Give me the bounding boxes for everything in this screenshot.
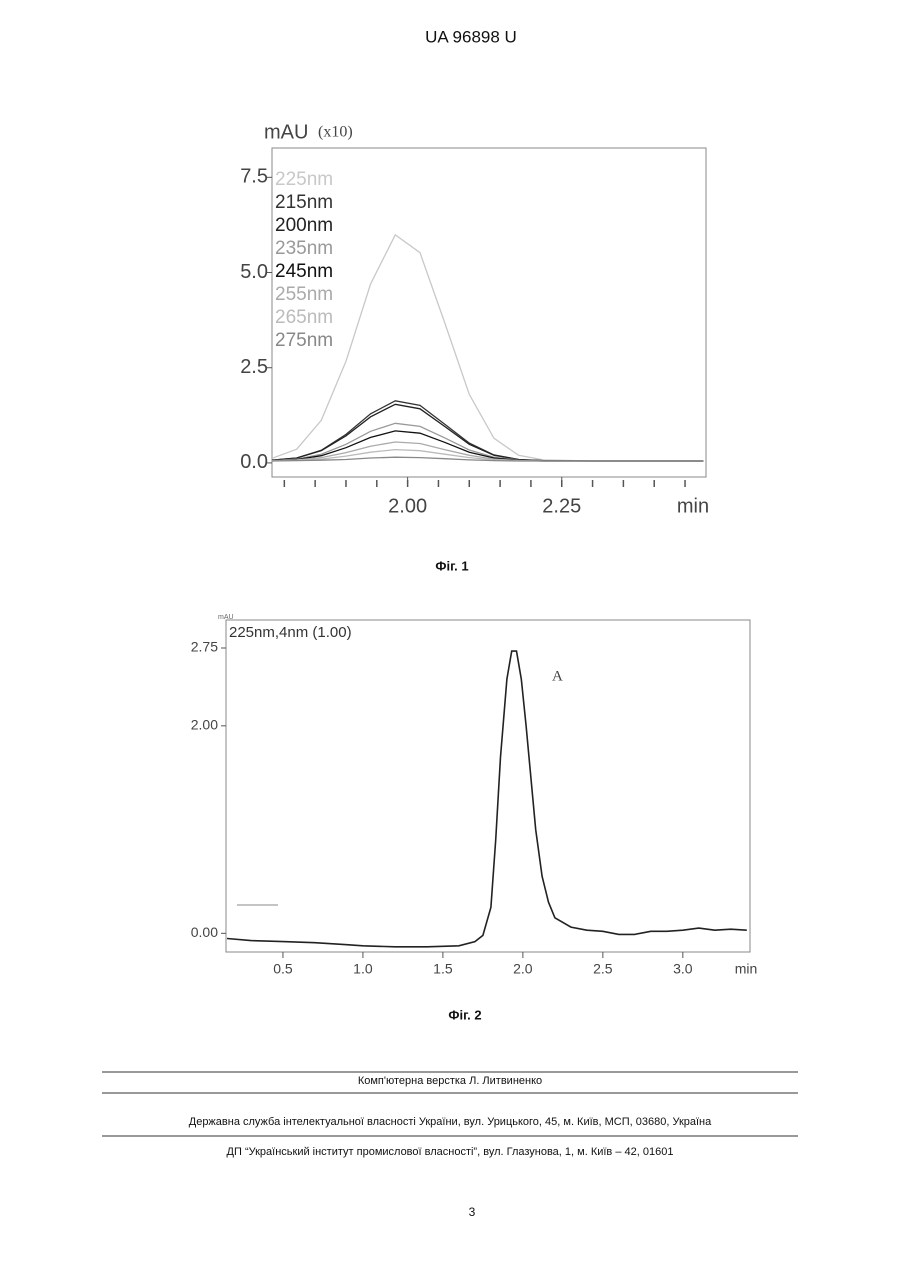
y-tick-label: 7.5 <box>240 166 268 188</box>
x-tick-label: 2.0 <box>513 961 533 977</box>
y-axis-scale: (x10) <box>318 124 353 141</box>
footer-line: ДП “Український інститут промислової вла… <box>227 1146 674 1158</box>
legend-entry: 200nm <box>275 215 333 236</box>
caption: Фіг. 2 <box>448 1007 481 1022</box>
series-line <box>272 404 704 461</box>
y-tick-label: 2.5 <box>240 356 268 378</box>
series-line <box>227 651 747 947</box>
y-tick-label: 0.0 <box>240 451 268 473</box>
plot-frame <box>272 148 706 477</box>
series-line <box>272 431 704 461</box>
legend-entry: 275nm <box>275 330 333 351</box>
page: UA 96898 U Фіг. 1 Фіг. 2 Комп'ютерна вер… <box>0 0 901 1273</box>
x-axis-label: min <box>735 961 758 977</box>
header-title: UA 96898 U <box>425 27 517 46</box>
page-number: 3 <box>469 1205 476 1219</box>
x-tick-label: 1.5 <box>433 961 453 977</box>
x-tick-label: 3.0 <box>673 961 693 977</box>
x-tick-label: 2.25 <box>542 495 581 517</box>
legend-entry: 245nm <box>275 261 333 282</box>
footer-line: Державна служба інтелектуальної власност… <box>189 1116 712 1128</box>
footer-line: Комп'ютерна верстка Л. Литвиненко <box>358 1075 542 1087</box>
y-tick-label: 2.00 <box>191 717 218 733</box>
legend-entry: 215nm <box>275 192 333 213</box>
x-tick-label: 2.00 <box>388 495 427 517</box>
y-axis-label: mAU <box>264 121 308 143</box>
series-line <box>272 235 704 461</box>
x-tick-label: 2.5 <box>593 961 613 977</box>
legend-entry: 225nm,4nm (1.00) <box>229 624 352 641</box>
y-tick-label: 5.0 <box>240 261 268 283</box>
x-tick-label: 1.0 <box>353 961 373 977</box>
legend-entry: 265nm <box>275 307 333 328</box>
y-tick-label: 2.75 <box>191 639 218 655</box>
legend-entry: 235nm <box>275 238 333 259</box>
annotation: A <box>552 668 563 684</box>
legend-entry: 225nm <box>275 169 333 190</box>
caption: Фіг. 1 <box>435 558 468 573</box>
legend-entry: 255nm <box>275 284 333 305</box>
plot-frame <box>226 620 750 952</box>
y-tick-label: 0.00 <box>191 924 218 940</box>
x-axis-label: min <box>677 495 709 517</box>
y-axis-label: mAU <box>218 614 234 621</box>
x-tick-label: 0.5 <box>273 961 293 977</box>
